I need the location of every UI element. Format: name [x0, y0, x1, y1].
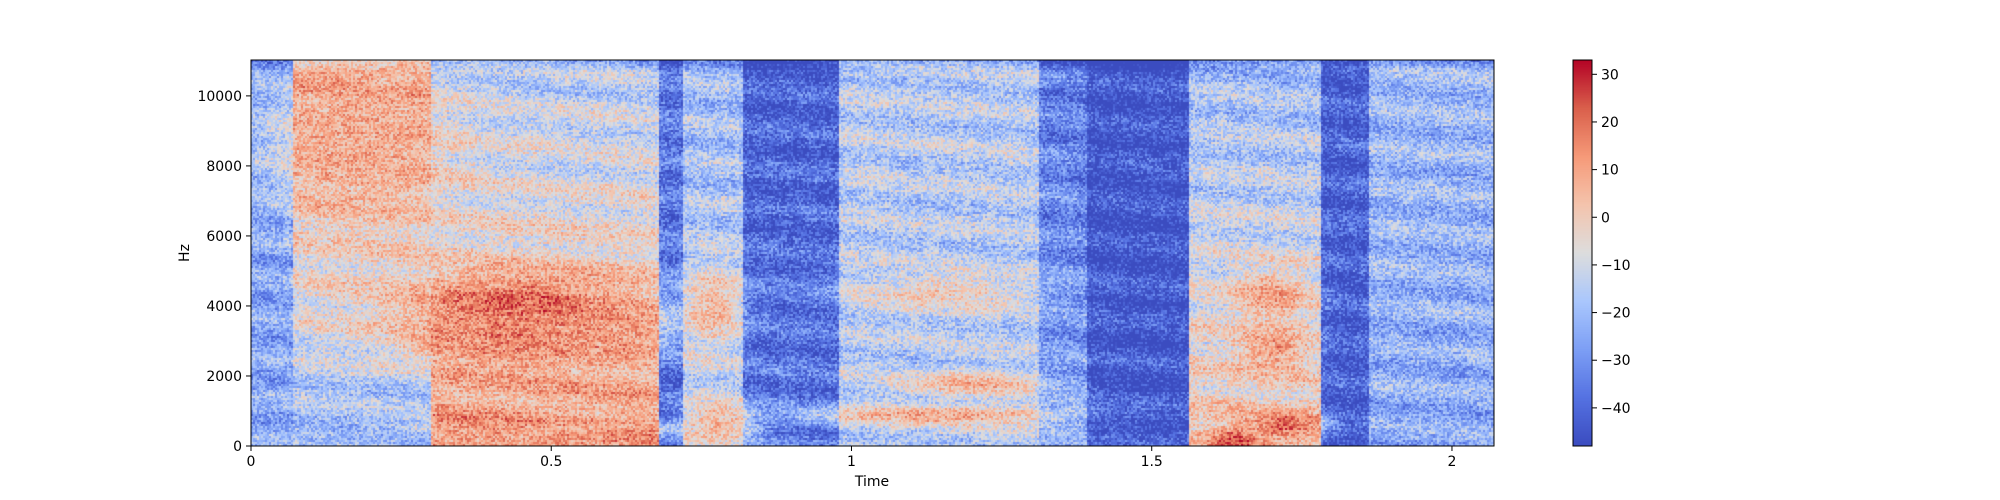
colorbar-tick-label: 0 [1601, 210, 1610, 226]
x-axis-label: Time [854, 474, 889, 490]
y-tick-label: 0 [233, 439, 242, 455]
y-tick-label: 6000 [206, 229, 242, 245]
y-tick-label: 2000 [206, 369, 242, 385]
colorbar-axis: −40 −30 −20 −10 0 10 20 30 [1592, 67, 1631, 417]
x-tick-label: 1 [847, 454, 856, 470]
colorbar-gradient [1573, 60, 1592, 446]
x-tick-label: 2 [1448, 454, 1457, 470]
y-tick-label: 8000 [206, 159, 242, 175]
y-axis: 0 2000 4000 6000 8000 10000 [197, 89, 251, 455]
plot-frame [250, 59, 1495, 447]
y-tick-label: 4000 [206, 299, 242, 315]
x-tick-label: 1.5 [1141, 454, 1163, 470]
x-tick-label: 0.5 [540, 454, 562, 470]
colorbar-tick-label: −20 [1601, 306, 1631, 322]
y-axis-label: Hz [177, 244, 193, 262]
x-tick-label: 0 [247, 454, 256, 470]
colorbar-tick-label: −30 [1601, 353, 1631, 369]
x-axis: 0 0.5 1 1.5 2 [247, 446, 1457, 470]
colorbar-tick-label: −40 [1601, 401, 1631, 417]
colorbar-tick-label: 10 [1601, 163, 1619, 179]
colorbar-tick-label: 20 [1601, 115, 1619, 131]
colorbar-frame [1572, 59, 1593, 447]
spectrogram-heatmap [251, 60, 1494, 446]
colorbar-tick-label: 30 [1601, 67, 1619, 83]
colorbar-tick-label: −10 [1601, 258, 1631, 274]
y-tick-label: 10000 [197, 89, 242, 105]
